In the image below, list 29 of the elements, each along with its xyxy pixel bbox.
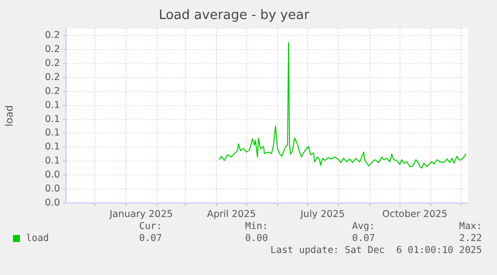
y-tick-label: 0.0: [44, 184, 60, 195]
y-tick-label: 0.1: [44, 114, 60, 125]
text: Avg:: [352, 221, 375, 232]
y-tick-label: 0.2: [44, 72, 60, 83]
x-tick-label: July 2025: [300, 209, 345, 220]
y-tick-label: 0.1: [44, 100, 60, 111]
text: Max:: [459, 221, 482, 232]
text: Last update: Sat Dec 6 01:00:10 2025: [270, 245, 482, 256]
text: 0.07: [352, 233, 375, 244]
text: Min:: [245, 221, 268, 232]
y-tick-label: 0.2: [44, 30, 60, 42]
text: 0.00: [245, 233, 268, 244]
text: 0.07: [139, 233, 162, 244]
y-tick-label: 0.2: [44, 58, 60, 69]
text: Cur:: [139, 221, 162, 232]
x-tick-label: October 2025: [382, 209, 448, 220]
chart-title: Load average - by year: [158, 8, 310, 24]
x-tick-label: April 2025: [206, 209, 256, 220]
y-tick-label: 0.1: [44, 128, 60, 139]
y-tick-label: 0.1: [44, 156, 60, 167]
y-tick-label: 0.1: [44, 142, 60, 153]
legend-label: load: [26, 233, 49, 244]
y-axis-title: load: [4, 105, 16, 126]
y-tick-label: 0.2: [44, 44, 60, 55]
y-tick-label: 0.0: [44, 197, 60, 208]
x-tick-label: January 2025: [108, 209, 173, 220]
y-tick-label: 0.0: [44, 170, 60, 181]
y-tick-label: 0.2: [44, 86, 60, 97]
text: 2.22: [459, 233, 482, 244]
